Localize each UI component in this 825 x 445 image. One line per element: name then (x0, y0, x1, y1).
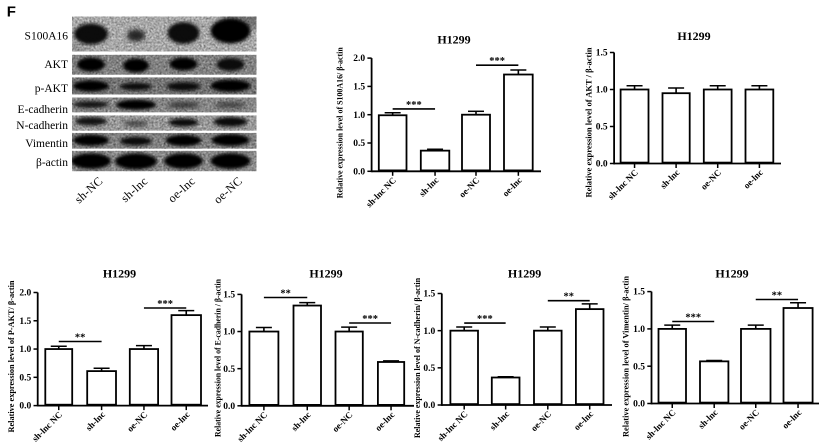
svg-text:H1299: H1299 (103, 267, 136, 281)
svg-text:***: *** (489, 56, 505, 67)
svg-text:Relative expression level of A: Relative expression level of AKT / β-act… (584, 47, 593, 197)
svg-text:H1299: H1299 (437, 33, 470, 47)
svg-text:H1299: H1299 (715, 267, 748, 281)
svg-text:0.0: 0.0 (633, 400, 645, 410)
svg-text:1.0: 1.0 (423, 327, 435, 337)
svg-text:0.0: 0.0 (19, 402, 31, 412)
svg-text:p-AKT: p-AKT (35, 83, 68, 95)
svg-text:1.0: 1.0 (596, 86, 608, 96)
svg-text:β-actin: β-actin (36, 157, 68, 169)
svg-text:S100A16: S100A16 (25, 31, 69, 43)
svg-text:0.0: 0.0 (223, 402, 235, 412)
svg-text:H1299: H1299 (677, 29, 710, 43)
svg-text:0.5: 0.5 (633, 362, 645, 372)
svg-text:H1299: H1299 (508, 267, 541, 281)
svg-text:1.5: 1.5 (353, 83, 365, 93)
svg-text:Relative expression level of S: Relative expression level of S100A16/ β-… (336, 47, 345, 198)
svg-text:***: *** (157, 299, 173, 310)
svg-text:AKT: AKT (44, 59, 68, 71)
svg-text:Relative expression level of E: Relative expression level of E-cadherin … (214, 279, 223, 437)
svg-text:1.5: 1.5 (19, 317, 31, 327)
svg-text:Relative expression level of V: Relative expression level of Vimentin/ β… (622, 276, 631, 437)
svg-text:**: ** (772, 291, 783, 302)
svg-text:0.5: 0.5 (423, 364, 435, 374)
svg-text:0.0: 0.0 (423, 401, 435, 411)
svg-text:H1299: H1299 (309, 267, 342, 281)
svg-text:**: ** (75, 333, 86, 344)
svg-text:E-cadherin: E-cadherin (18, 104, 69, 116)
svg-text:1.5: 1.5 (633, 288, 645, 298)
svg-text:1.0: 1.0 (633, 325, 645, 335)
svg-text:1.5: 1.5 (423, 290, 435, 300)
svg-text:0.5: 0.5 (19, 373, 31, 383)
svg-text:0.5: 0.5 (596, 123, 608, 133)
svg-text:0.5: 0.5 (223, 365, 235, 375)
svg-text:1.0: 1.0 (19, 345, 31, 355)
svg-text:0.5: 0.5 (353, 139, 365, 149)
svg-text:**: ** (564, 292, 575, 303)
svg-text:1.0: 1.0 (223, 328, 235, 338)
svg-text:***: *** (685, 313, 701, 324)
svg-text:Relative expression level of N: Relative expression level of N-cadherin/… (413, 278, 422, 438)
svg-text:N-cadherin: N-cadherin (16, 120, 68, 132)
svg-text:Vimentin: Vimentin (25, 138, 68, 150)
svg-text:2.0: 2.0 (353, 54, 365, 64)
svg-text:1.5: 1.5 (596, 49, 608, 59)
svg-text:***: *** (406, 100, 422, 111)
svg-text:***: *** (477, 314, 493, 325)
svg-text:2.0: 2.0 (19, 289, 31, 299)
svg-text:1.0: 1.0 (353, 111, 365, 121)
svg-text:F: F (7, 4, 16, 21)
svg-text:0.0: 0.0 (596, 160, 608, 170)
svg-text:Relative expression level of P: Relative expression level of P-AKT/ β-ac… (7, 280, 16, 432)
svg-text:***: *** (362, 314, 378, 325)
svg-text:**: ** (280, 289, 291, 300)
svg-text:0.0: 0.0 (353, 167, 365, 177)
svg-text:1.5: 1.5 (223, 291, 235, 301)
